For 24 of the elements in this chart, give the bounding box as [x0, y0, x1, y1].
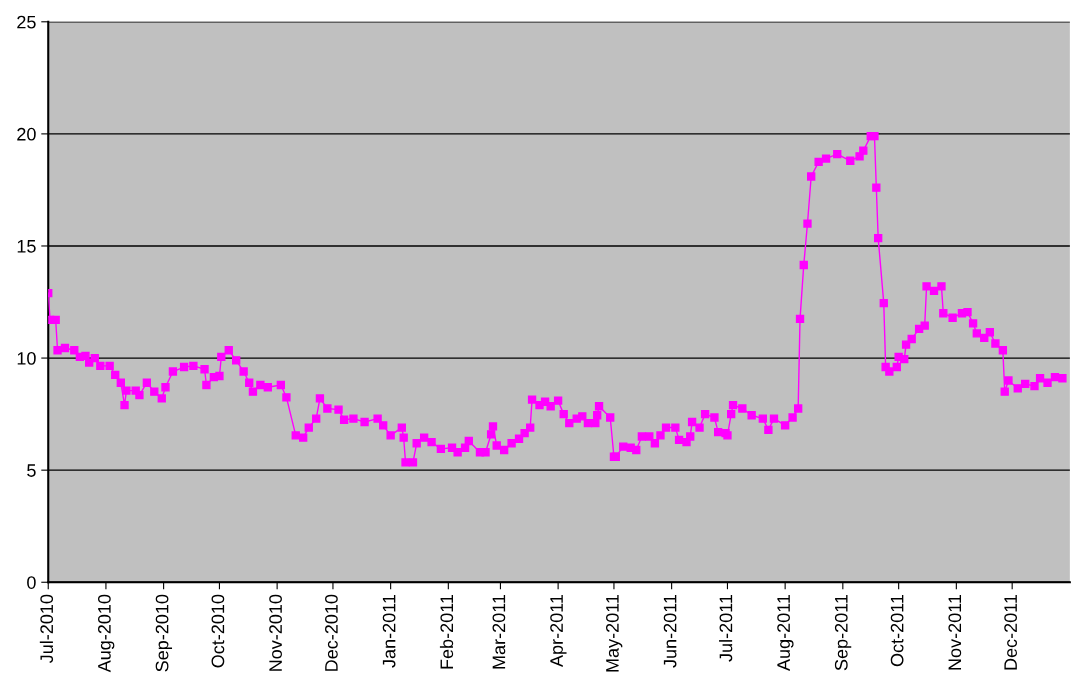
x-tick-label: Jun-2011	[663, 594, 677, 668]
x-tick-label: Aug-2011	[777, 594, 794, 671]
y-tick-label: 10	[17, 352, 36, 365]
y-tick-label: 25	[17, 15, 36, 29]
y-tick-label: 20	[17, 127, 36, 141]
x-tick-label: Mar-2011	[492, 594, 506, 669]
x-tick-label: May-2011	[606, 594, 623, 672]
x-tick-label: Nov-2010	[269, 594, 282, 671]
x-tick-label: Nov-2011	[948, 594, 962, 670]
y-tick-label: 15	[17, 240, 36, 253]
x-tick-label: Oct-2010	[211, 594, 225, 668]
y-tick-label: 0	[27, 576, 36, 589]
x-tick-label: Jul-2010	[39, 594, 54, 664]
x-tick-label: Jul-2011	[719, 594, 733, 662]
x-tick-label: Feb-2011	[439, 594, 454, 669]
x-tick-label: Sep-2010	[155, 594, 173, 672]
x-tick-label: Aug-2010	[97, 594, 115, 673]
x-tick-label: Oct-2011	[890, 594, 904, 667]
x-tick-label: Apr-2011	[550, 594, 567, 667]
x-tick-label: Jan-2011	[382, 594, 396, 668]
x-tick-label: Dec-2010	[325, 594, 338, 671]
x-tick-label: Dec-2011	[1004, 594, 1018, 670]
x-tick-label: Sep-2011	[834, 594, 852, 671]
y-tick-label: 5	[27, 464, 36, 477]
